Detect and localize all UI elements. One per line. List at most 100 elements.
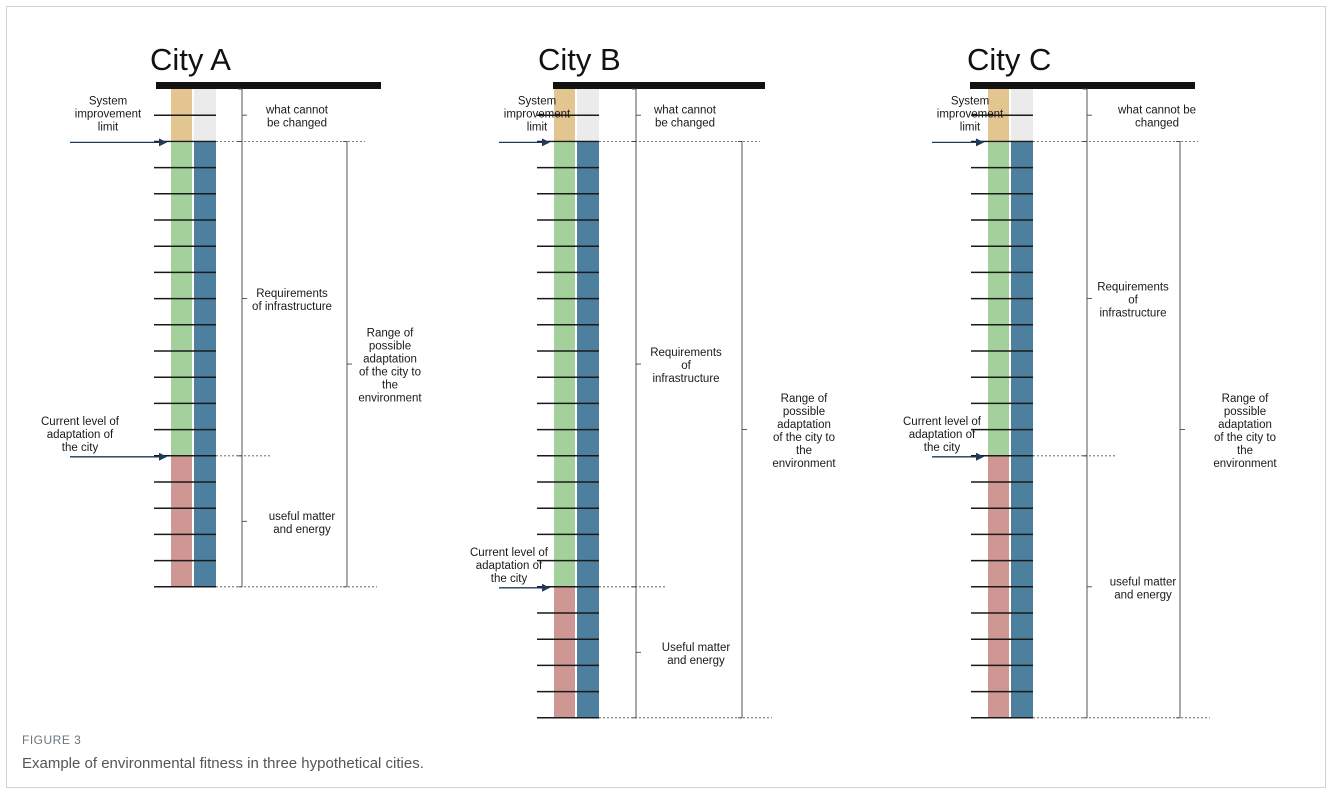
current-level-label-line: the city	[491, 573, 528, 585]
range-label-line: possible	[783, 406, 825, 418]
city-title: City C	[967, 42, 1051, 77]
matter-energy-label-line: Useful matter	[662, 642, 731, 654]
system-limit-label-line: improvement	[937, 108, 1004, 120]
matter-energy-label-line: useful matter	[269, 511, 336, 523]
infrastructure-label-line: infrastructure	[1099, 308, 1166, 320]
city-c-panel: City C System improvement limit Current leve…	[903, 42, 1277, 719]
matter-energy-label: useful matter and energy	[269, 511, 336, 536]
range-label-line: Range of	[781, 393, 828, 405]
arrow-head	[976, 138, 984, 147]
matter-energy-label-line: useful matter	[1110, 576, 1177, 588]
current-level-arrow	[499, 583, 550, 592]
infrastructure-brace	[632, 140, 641, 588]
matter-energy-segment	[554, 586, 575, 718]
arrow-head	[159, 138, 167, 147]
unchangeable-label-line: what cannot be	[1117, 105, 1196, 117]
figure-label: FIGURE 3	[22, 733, 82, 747]
system-limit-label-line: limit	[960, 121, 981, 133]
unchangeable-label-line: what cannot	[653, 105, 717, 117]
infrastructure-label-line: infrastructure	[652, 373, 719, 385]
unchangeable-label: what cannot be changed	[265, 105, 329, 130]
system-limit-arrow	[932, 138, 984, 147]
system-limit-arrow	[499, 138, 550, 147]
capacity-column	[194, 141, 216, 587]
infrastructure-segment	[554, 141, 575, 587]
range-label-line: of the city to	[1214, 432, 1276, 444]
infrastructure-label-line: Requirements	[1097, 282, 1169, 294]
range-label-line: adaptation	[363, 354, 417, 366]
system-limit-arrow	[70, 138, 167, 147]
unchangeable-label-line: be changed	[655, 118, 715, 130]
range-label-line: environment	[358, 393, 422, 405]
current-level-label: Current level of adaptation of the city	[470, 547, 549, 585]
system-limit-label-line: limit	[527, 121, 548, 133]
system-limit-label: System improvement limit	[75, 95, 142, 133]
matter-energy-brace	[632, 586, 641, 719]
current-level-label-line: the city	[62, 442, 99, 454]
range-label-line: possible	[1224, 406, 1266, 418]
range-label-line: environment	[1213, 458, 1277, 470]
unchangeable-brace	[238, 88, 247, 142]
city-title: City B	[538, 42, 621, 77]
city-title: City A	[150, 42, 231, 77]
matter-energy-label-line: and energy	[1114, 589, 1172, 601]
matter-energy-label-line: and energy	[667, 655, 725, 667]
system-limit-label-line: improvement	[75, 108, 142, 120]
range-label-line: Range of	[1222, 393, 1269, 405]
current-level-arrow	[70, 452, 167, 461]
range-brace	[738, 140, 747, 719]
infrastructure-brace	[238, 140, 247, 457]
system-limit-label-line: System	[951, 95, 989, 107]
infrastructure-label: Requirements of infrastructure	[1097, 282, 1169, 320]
range-label-line: of the city to	[359, 367, 421, 379]
current-level-label-line: adaptation of	[909, 429, 976, 441]
matter-energy-label-line: and energy	[273, 524, 331, 536]
infrastructure-label-line: of	[681, 360, 691, 372]
matter-energy-brace	[238, 455, 247, 588]
current-level-label-line: adaptation of	[47, 429, 114, 441]
matter-energy-label: Useful matter and energy	[662, 642, 731, 667]
current-level-label-line: Current level of	[903, 416, 982, 428]
infrastructure-label: Requirements of infrastructure	[252, 288, 332, 313]
matter-energy-label: useful matter and energy	[1110, 576, 1177, 601]
figure-frame	[6, 6, 1326, 788]
current-level-label-line: adaptation of	[476, 560, 543, 572]
city-b-panel: City B System improvement limit Current leve…	[470, 42, 836, 719]
matter-energy-brace	[1083, 455, 1092, 719]
range-label-line: environment	[772, 458, 836, 470]
current-level-label-line: the city	[924, 442, 961, 454]
current-level-arrow	[932, 452, 984, 461]
infrastructure-label-line: Requirements	[650, 347, 722, 359]
range-label-line: Range of	[367, 328, 414, 340]
range-brace	[1176, 140, 1185, 719]
infrastructure-brace	[1083, 140, 1092, 457]
system-limit-label-line: limit	[98, 121, 119, 133]
arrow-head	[976, 452, 984, 461]
range-label: Range of possible adaptation of the city to…	[358, 328, 422, 405]
system-limit-label-line: System	[89, 95, 127, 107]
infrastructure-label-line: Requirements	[256, 288, 328, 300]
range-label-line: the	[796, 445, 812, 457]
unchangeable-label-line: what cannot	[265, 105, 329, 117]
arrow-head	[159, 452, 167, 461]
range-brace	[343, 140, 352, 588]
unchangeable-brace	[1083, 88, 1092, 142]
range-label-line: the	[1237, 445, 1253, 457]
matter-energy-segment	[171, 455, 192, 587]
system-limit-label: System improvement limit	[504, 95, 571, 133]
top-bar	[156, 82, 381, 89]
top-bar	[553, 82, 765, 89]
unchangeable-label-line: changed	[1135, 118, 1179, 130]
top-bar	[970, 82, 1195, 89]
current-level-label-line: Current level of	[41, 416, 120, 428]
system-limit-label: System improvement limit	[937, 95, 1004, 133]
range-label: Range of possible adaptation of the city to…	[1213, 393, 1277, 470]
system-limit-label-line: improvement	[504, 108, 571, 120]
range-label: Range of possible adaptation of the city to…	[772, 393, 836, 470]
unchangeable-label-line: be changed	[267, 118, 327, 130]
unchangeable-label: what cannot be changed	[653, 105, 717, 130]
infrastructure-label-line: of	[1128, 295, 1138, 307]
current-level-label-line: Current level of	[470, 547, 549, 559]
